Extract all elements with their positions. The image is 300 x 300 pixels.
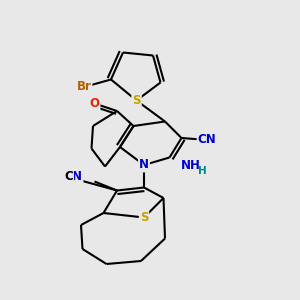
Text: NH: NH bbox=[181, 159, 200, 172]
Text: N: N bbox=[139, 158, 149, 172]
Text: N: N bbox=[71, 170, 82, 184]
Text: CN: CN bbox=[198, 133, 216, 146]
Text: CN: CN bbox=[64, 172, 82, 185]
Text: S: S bbox=[140, 211, 148, 224]
Text: Br: Br bbox=[76, 80, 92, 94]
Text: C: C bbox=[70, 172, 79, 185]
Text: O: O bbox=[89, 97, 100, 110]
Text: C: C bbox=[64, 170, 74, 184]
Text: S: S bbox=[132, 94, 141, 107]
Text: H: H bbox=[197, 166, 206, 176]
